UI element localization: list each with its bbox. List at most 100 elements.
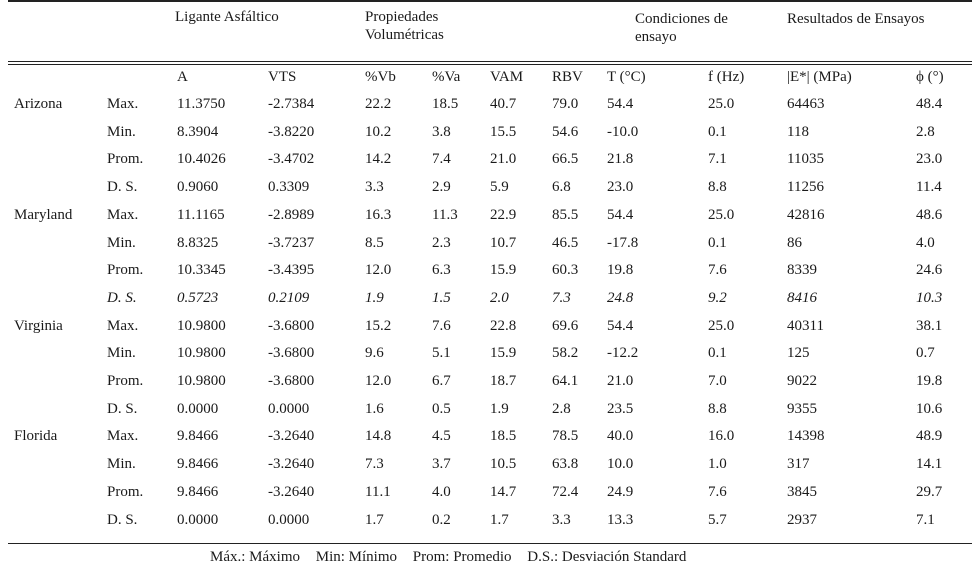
table-cell: 63.8	[552, 456, 579, 472]
column-header: VTS	[268, 69, 297, 85]
table-cell: 11.4	[916, 179, 942, 195]
table-cell: 86	[787, 235, 802, 251]
table-cell: 12.0	[365, 262, 392, 278]
table-cell: 7.1	[916, 512, 935, 528]
table-cell: 54.4	[607, 207, 634, 223]
table-cell: 6.7	[432, 373, 451, 389]
table-cell: 42816	[787, 207, 825, 223]
table-cell: 38.1	[916, 318, 943, 334]
table-cell: 0.1	[708, 345, 727, 361]
table-cell: 23.0	[916, 151, 943, 167]
group-header-resultados: Resultados de Ensayos	[787, 11, 925, 27]
table-cell: 60.3	[552, 262, 579, 278]
table-cell: 1.9	[365, 290, 384, 306]
row-state-label: Maryland	[14, 207, 73, 223]
table-cell: 9.2	[708, 290, 727, 306]
table-cell: 0.9060	[177, 179, 219, 195]
table-cell: 10.9800	[177, 373, 226, 389]
row-stat-label: D. S.	[107, 401, 138, 417]
table-cell: 0.0000	[268, 512, 310, 528]
table-cell: 7.3	[552, 290, 571, 306]
table-cell: 29.7	[916, 484, 943, 500]
table-cell: 48.6	[916, 207, 943, 223]
table-cell: 10.9800	[177, 345, 226, 361]
header-rule-2	[8, 64, 972, 65]
table-cell: 4.5	[432, 428, 451, 444]
table-cell: 16.3	[365, 207, 392, 223]
column-header: VAM	[490, 69, 524, 85]
table-cell: 21.0	[490, 151, 517, 167]
table-cell: 23.0	[607, 179, 634, 195]
table-cell: 46.5	[552, 235, 579, 251]
table-cell: 10.2	[365, 124, 392, 140]
table-cell: 18.7	[490, 373, 517, 389]
table-cell: 12.0	[365, 373, 392, 389]
row-stat-label: Min.	[107, 124, 136, 140]
table-cell: -3.2640	[268, 428, 315, 444]
table-cell: 2.0	[490, 290, 509, 306]
table-cell: 1.6	[365, 401, 384, 417]
table-cell: 25.0	[708, 318, 735, 334]
table-cell: 25.0	[708, 207, 735, 223]
table-cell: 6.3	[432, 262, 451, 278]
table-cell: 58.2	[552, 345, 579, 361]
table-cell: 7.6	[708, 262, 727, 278]
table-cell: 8.8	[708, 401, 727, 417]
row-stat-label: Max.	[107, 207, 139, 223]
table-cell: 3.3	[365, 179, 384, 195]
table-cell: 18.5	[432, 96, 459, 112]
table-cell: 9.8466	[177, 428, 219, 444]
table-cell: -3.4702	[268, 151, 315, 167]
table-cell: 8.5	[365, 235, 384, 251]
table-cell: 9.8466	[177, 484, 219, 500]
table-cell: 7.4	[432, 151, 451, 167]
table-cell: 7.3	[365, 456, 384, 472]
table-cell: 11.3	[432, 207, 458, 223]
table-cell: 24.8	[607, 290, 634, 306]
table-cell: 3845	[787, 484, 817, 500]
table-cell: -3.7237	[268, 235, 315, 251]
table-cell: 0.0000	[177, 512, 219, 528]
table-cell: 11035	[787, 151, 824, 167]
table-cell: 78.5	[552, 428, 579, 444]
footnote-ds: D.S.: Desviación Standard	[527, 549, 687, 565]
table-cell: 79.0	[552, 96, 579, 112]
table-cell: 8339	[787, 262, 817, 278]
table-cell: 15.2	[365, 318, 392, 334]
group-header-propiedades-1: Propiedades	[365, 9, 439, 25]
table-cell: 3.8	[432, 124, 451, 140]
row-stat-label: D. S.	[107, 179, 138, 195]
table-cell: 1.5	[432, 290, 451, 306]
column-header: %Va	[432, 69, 461, 85]
table-cell: 317	[787, 456, 810, 472]
table-bottom-rule	[8, 543, 972, 544]
table-cell: 5.7	[708, 512, 727, 528]
table-cell: 22.9	[490, 207, 517, 223]
column-header: |E*| (MPa)	[787, 69, 852, 85]
table-cell: -3.4395	[268, 262, 315, 278]
row-stat-label: Prom.	[107, 151, 144, 167]
row-stat-label: Prom.	[107, 484, 144, 500]
table-cell: 14398	[787, 428, 825, 444]
table-cell: 54.4	[607, 96, 634, 112]
table-cell: 22.8	[490, 318, 517, 334]
row-stat-label: Prom.	[107, 262, 144, 278]
table-cell: 7.1	[708, 151, 727, 167]
table-cell: 9355	[787, 401, 817, 417]
table-cell: 64463	[787, 96, 825, 112]
footnote-min: Min: Mínimo	[315, 549, 398, 565]
table-cell: -3.2640	[268, 484, 315, 500]
table-cell: 0.5	[432, 401, 451, 417]
table-cell: 0.0000	[177, 401, 219, 417]
table-cell: 24.6	[916, 262, 943, 278]
column-header: RBV	[552, 69, 583, 85]
table-cell: 69.6	[552, 318, 579, 334]
table-cell: 10.7	[490, 235, 517, 251]
footnote-max: Máx.: Máximo	[210, 549, 300, 565]
column-header: %Vb	[365, 69, 396, 85]
column-header: f (Hz)	[708, 69, 745, 85]
table-cell: 2.9	[432, 179, 451, 195]
table-cell: -10.0	[607, 124, 639, 140]
column-header: A	[177, 69, 188, 85]
row-stat-label: Max.	[107, 318, 139, 334]
